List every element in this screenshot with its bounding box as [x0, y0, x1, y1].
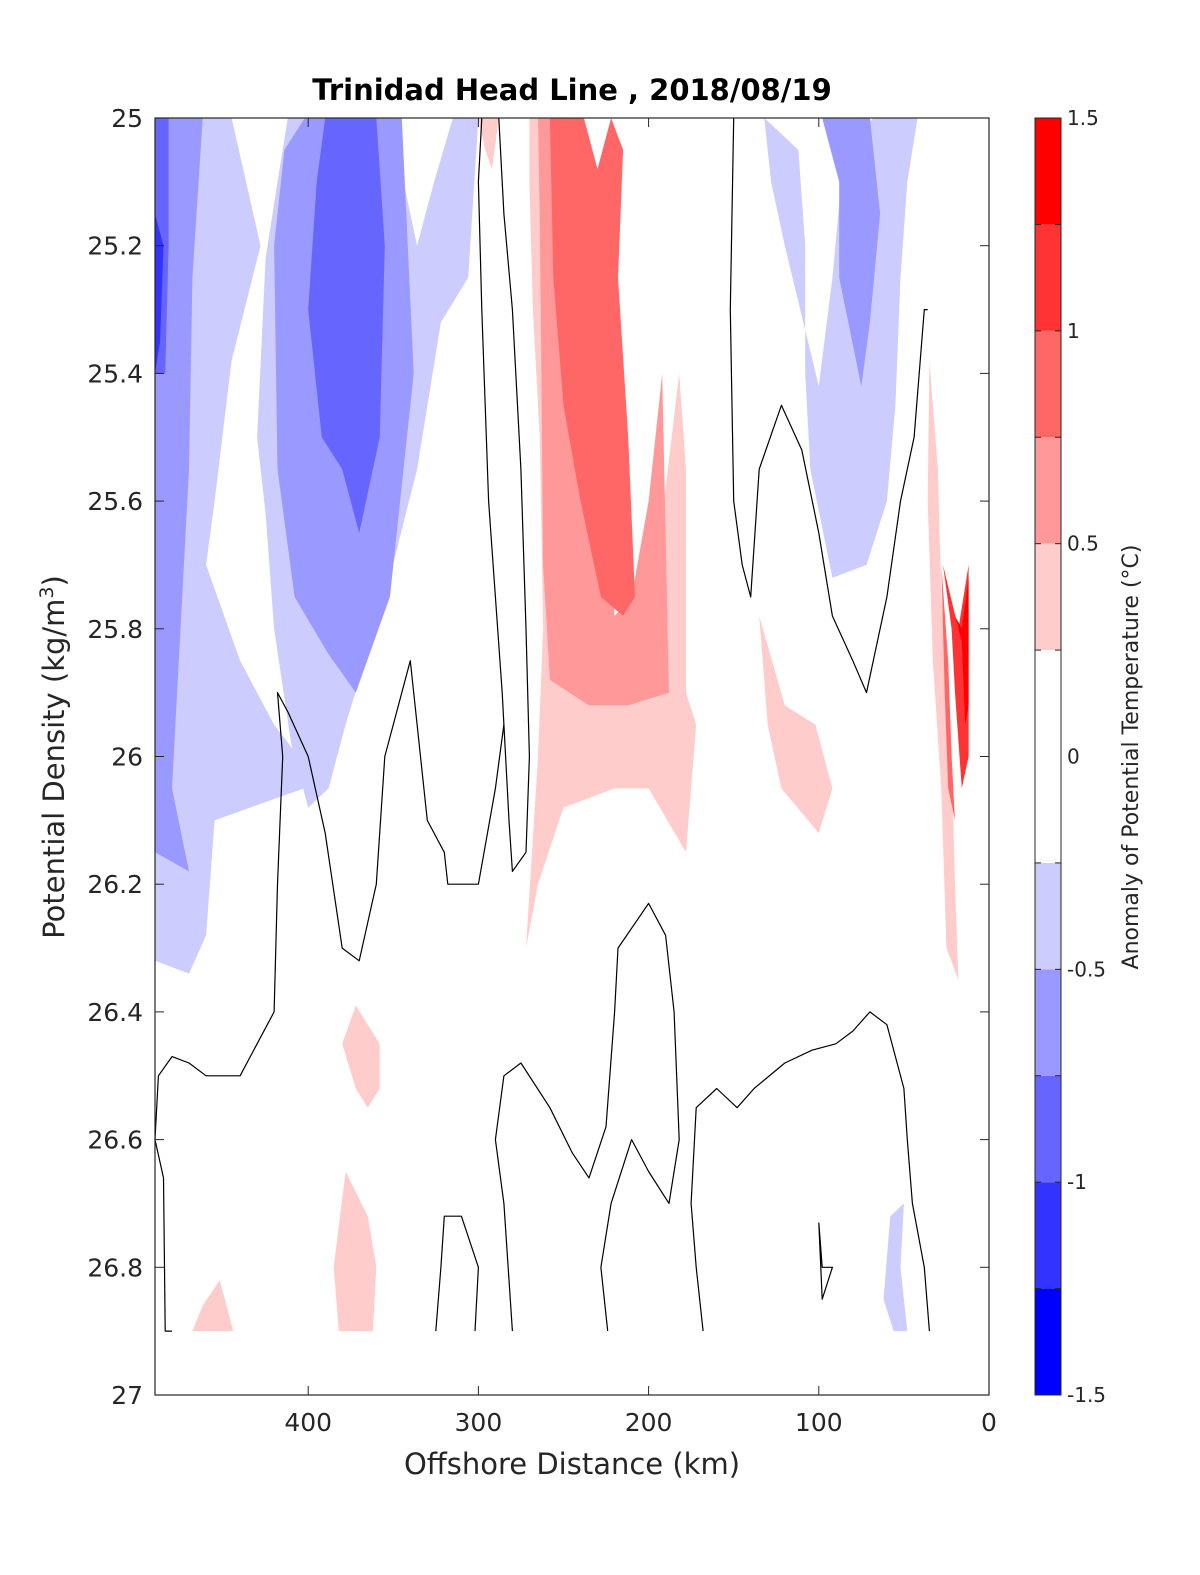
contour-line-zero-line-c [154, 1139, 172, 1332]
contour-line-zero-line-g [690, 1011, 930, 1332]
y-tick-label: 26.2 [87, 870, 143, 899]
x-tick-label: 100 [795, 1408, 843, 1437]
contour-region-warm-surface-speck [478, 118, 499, 170]
y-axis-label: Potential Density (kg/m3) [36, 575, 71, 939]
x-tick-label: 200 [625, 1408, 673, 1437]
y-axis-ticks: 25 25.2 25.4 25.6 25.8 26 26.2 26.4 26.6 26.8 27 [87, 104, 989, 1410]
y-axis-label-close: ) [37, 575, 71, 586]
zero-contours [154, 117, 930, 1332]
colorbar-tick-label: -1 [1067, 1170, 1087, 1194]
colorbar-band [1035, 118, 1061, 225]
colorbar-tick-label: 1.5 [1067, 106, 1099, 130]
y-tick-label: 25 [111, 104, 143, 133]
colorbar-band [1035, 224, 1061, 331]
colorbar-bands [1035, 118, 1061, 1395]
colorbar-band [1035, 1182, 1061, 1289]
colorbar-band [1035, 1288, 1061, 1395]
plot-area: 400 300 200 100 0 25 25.2 25.4 25.6 25.8 26 26.2 26… [87, 104, 997, 1437]
y-tick-label: 26.6 [87, 1126, 143, 1155]
y-tick-label: 25.8 [87, 615, 143, 644]
colorbar-band [1035, 330, 1061, 438]
contour-region-warm-nearshore-patch [759, 616, 833, 834]
colorbar-ticks: -1.5 -1 -0.5 0 0.5 1 1.5 [1035, 106, 1106, 1407]
y-axis-label-superscript: 3 [36, 586, 58, 598]
contour-region-warm-deep-patch-c [192, 1280, 234, 1332]
contour-region-warm-deep-patch-a [342, 1005, 380, 1108]
y-tick-label: 25.6 [87, 487, 143, 516]
x-tick-label: 0 [981, 1408, 997, 1437]
x-tick-label: 400 [284, 1408, 332, 1437]
y-tick-label: 25.4 [87, 359, 143, 388]
colorbar-tick-label: -0.5 [1067, 957, 1106, 981]
y-tick-label: 25.2 [87, 232, 143, 261]
colorbar-band [1035, 862, 1061, 970]
y-tick-label: 27 [111, 1381, 143, 1410]
contour-region-cold-band-nearshore [764, 118, 918, 578]
y-tick-label: 26.8 [87, 1253, 143, 1282]
colorbar-frame [1034, 117, 1062, 1396]
colorbar-tick-label: -1.5 [1067, 1383, 1106, 1407]
contour-line-zero-line-d [154, 660, 505, 1140]
contour-region-warm-coastal-core [943, 564, 969, 789]
colorbar-tick-label: 0.5 [1067, 532, 1099, 556]
colorbar-band [1035, 437, 1061, 544]
contour-region-cold-deep-speck [883, 1203, 908, 1332]
contour-region-cold-extreme-offshore [155, 213, 164, 374]
x-tick-label: 300 [455, 1408, 503, 1437]
contour-line-zero-line-b [729, 117, 928, 694]
contour-region-warm-coastal-strip [927, 360, 959, 981]
contour-line-zero-line-h [818, 1222, 834, 1300]
contour-region-warm-deep-patch-b [333, 1171, 377, 1332]
x-axis-label: Offshore Distance (km) [404, 1447, 740, 1481]
chart-title: Trinidad Head Line , 2018/08/19 [312, 73, 832, 107]
colorbar: -1.5 -1 -0.5 0 0.5 1 1.5 [1034, 106, 1106, 1407]
contour-region-warm-coastal-max [955, 577, 969, 725]
colorbar-band [1035, 650, 1061, 863]
colorbar-tick-label: 0 [1067, 745, 1080, 769]
contour-region-cold-core-nearshore [822, 118, 881, 387]
contour-line-zero-line-e [435, 1215, 479, 1332]
contour-line-zero-line-a [477, 117, 531, 873]
y-axis-label-main: Potential Density (kg/m [37, 599, 71, 939]
y-tick-label: 26.4 [87, 998, 143, 1027]
contour-region-warm-plume-inner [549, 118, 635, 616]
contour-region-warm-coastal-inner [941, 564, 955, 821]
contour-line-zero-line-f [494, 902, 680, 1332]
colorbar-band [1035, 1075, 1061, 1183]
colorbar-band [1035, 543, 1061, 651]
contour-region-cold-band-offshore [155, 118, 322, 974]
x-axis-ticks: 400 300 200 100 0 [284, 118, 997, 1437]
contour-region-cold-max-midshore [308, 118, 385, 533]
colorbar-band [1035, 969, 1061, 1076]
colorbar-tick-label: 1 [1067, 319, 1080, 343]
colorbar-label: Anomaly of Potential Temperature (°C) [1119, 545, 1144, 970]
y-tick-label: 26 [111, 743, 143, 772]
